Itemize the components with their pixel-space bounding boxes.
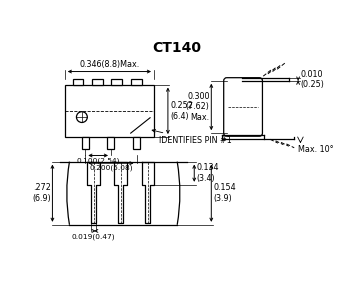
Text: Max. 10°: Max. 10° [298, 145, 334, 154]
Bar [92, 79, 103, 85]
Circle shape [77, 112, 87, 123]
Text: .272
(6.9): .272 (6.9) [32, 184, 51, 203]
Bar [65, 85, 154, 137]
Bar [111, 79, 122, 85]
Text: 0.346(8.8)Max.: 0.346(8.8)Max. [79, 60, 139, 69]
Text: 0.100(2.54): 0.100(2.54) [76, 157, 120, 163]
Text: 0.010
(0.25): 0.010 (0.25) [300, 70, 324, 89]
Text: 0.252
(6.4): 0.252 (6.4) [170, 101, 193, 120]
Text: 0.019(0.47): 0.019(0.47) [72, 233, 115, 240]
Text: 0.134
(3.4): 0.134 (3.4) [197, 163, 219, 183]
Bar [107, 137, 115, 149]
Text: 0.154
(3.9): 0.154 (3.9) [214, 184, 236, 203]
Text: IDENTIFIES PIN #1: IDENTIFIES PIN #1 [152, 129, 232, 145]
Text: 0.200(5.08): 0.200(5.08) [89, 165, 133, 171]
Bar [82, 137, 89, 149]
Text: 0.300
(7.62)
Max.: 0.300 (7.62) Max. [186, 92, 210, 122]
FancyBboxPatch shape [224, 78, 263, 136]
Bar [131, 79, 141, 85]
Bar [133, 137, 140, 149]
Bar [72, 79, 83, 85]
Text: CT140: CT140 [152, 41, 201, 55]
